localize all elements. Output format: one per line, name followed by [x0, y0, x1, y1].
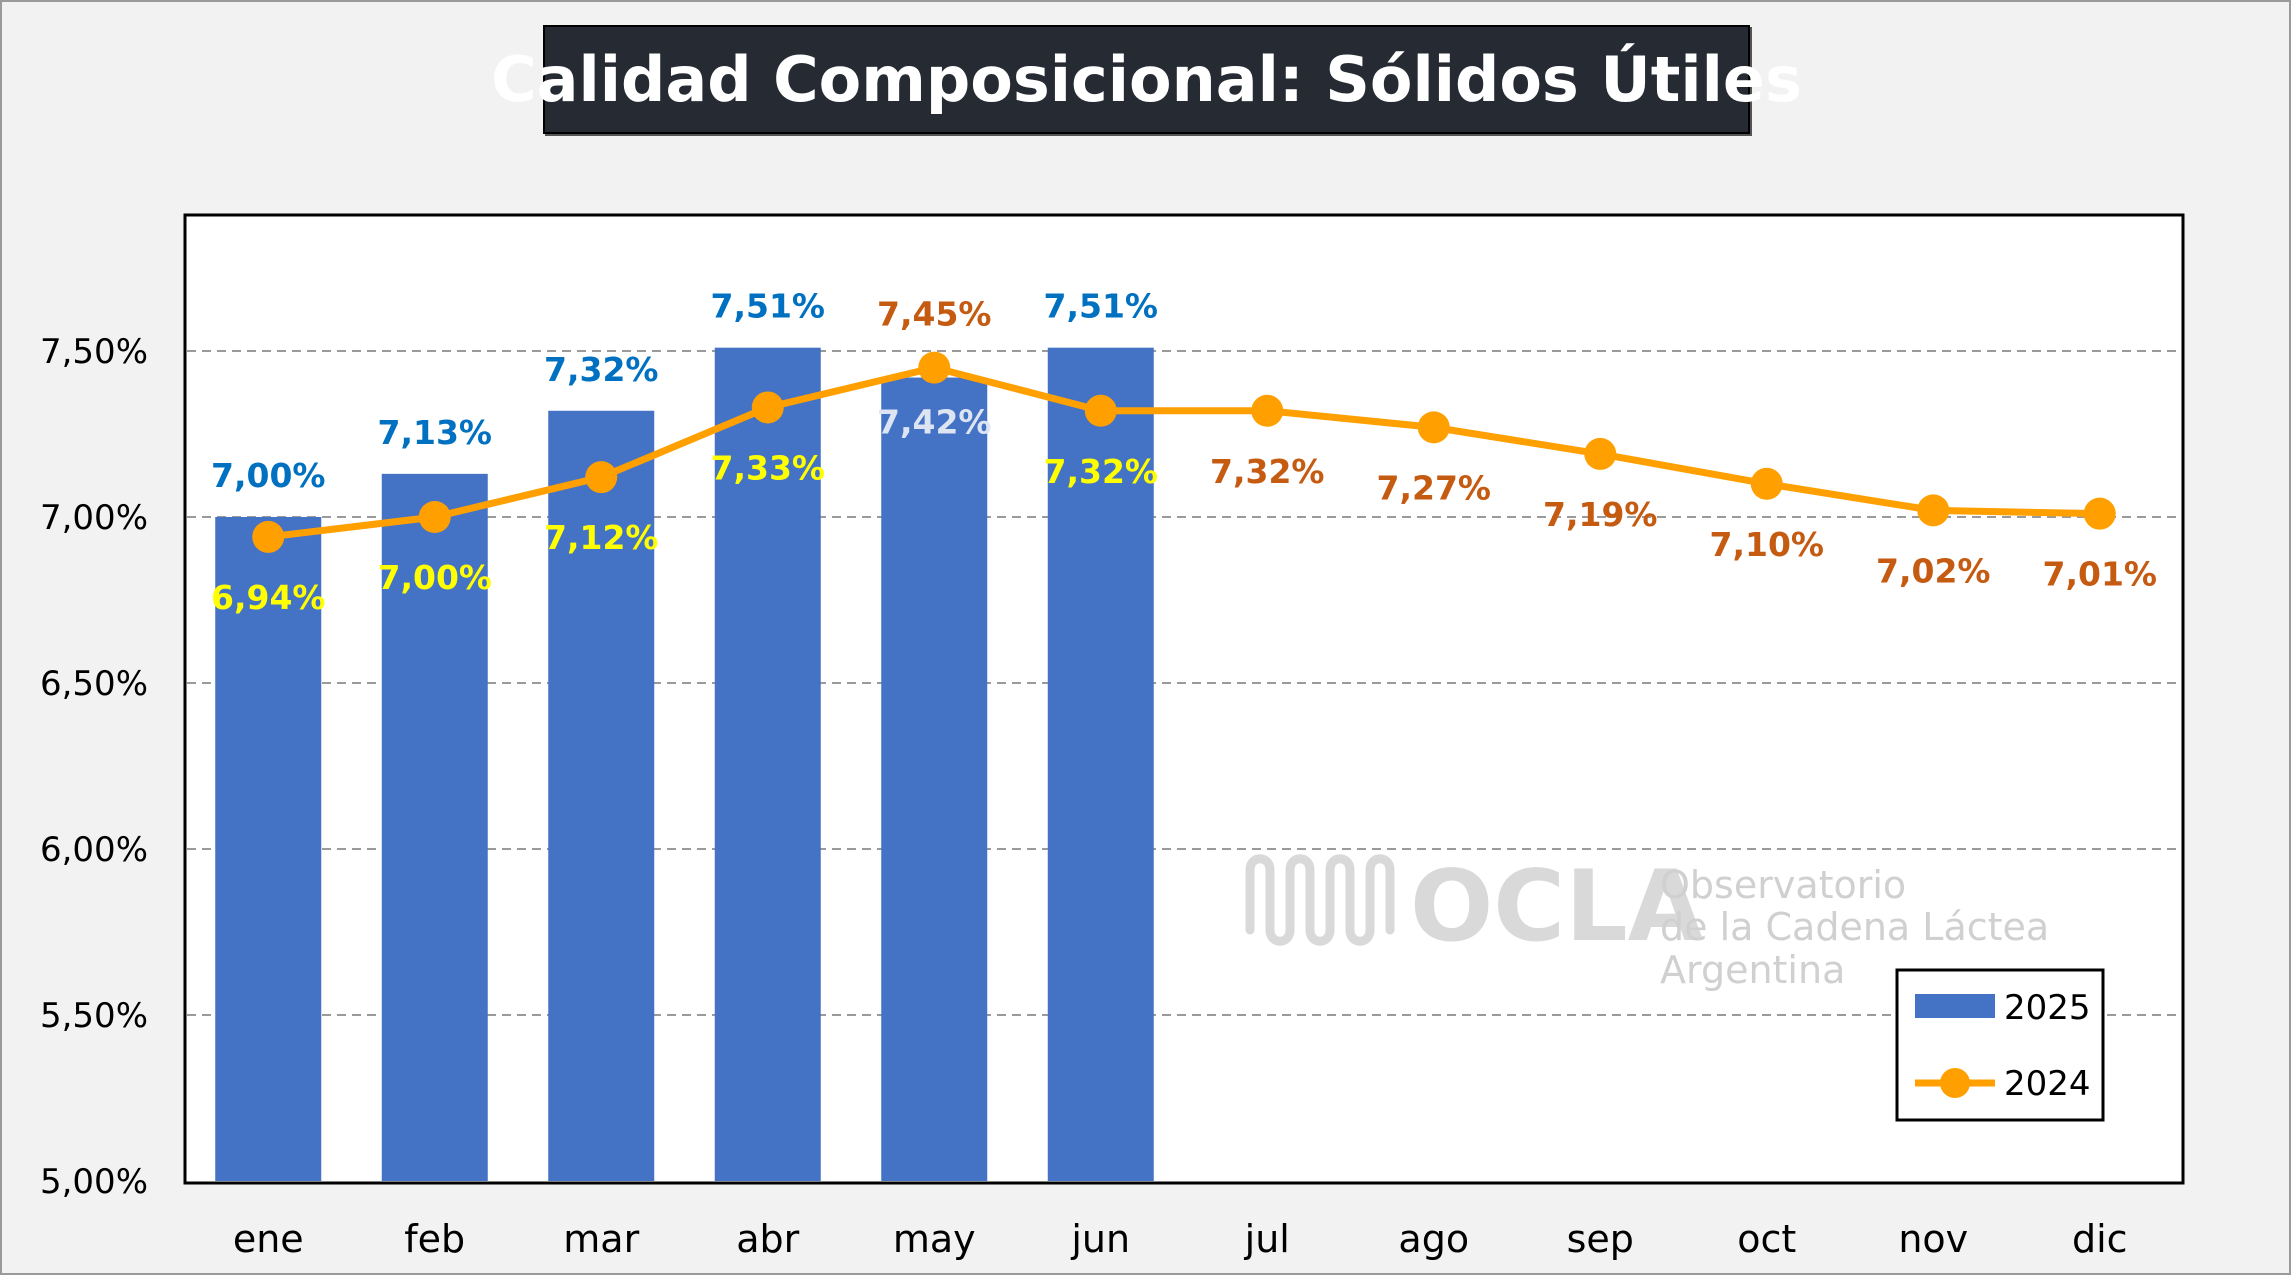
data-label-2024: 7,27%	[1377, 468, 1492, 507]
x-tick-label: abr	[736, 1217, 799, 1261]
x-tick-label: oct	[1737, 1217, 1796, 1261]
legend-marker-2024	[1940, 1068, 1970, 1098]
point-2024	[252, 521, 284, 553]
watermark-line3: Argentina	[1660, 948, 1845, 992]
point-2024	[1917, 494, 1949, 526]
point-2024	[752, 391, 784, 423]
data-label-2024: 7,19%	[1543, 495, 1658, 534]
data-label-2024: 7,12%	[544, 518, 659, 557]
data-label-2024: 7,01%	[2043, 555, 2158, 594]
x-tick-label: sep	[1567, 1217, 1634, 1261]
legend-label-2024: 2024	[2004, 1064, 2091, 1104]
data-label-2024: 7,00%	[378, 558, 493, 597]
x-tick-label: feb	[404, 1217, 465, 1261]
data-label-2024: 7,02%	[1876, 551, 1991, 590]
point-2024	[918, 352, 950, 384]
x-tick-label: ago	[1398, 1217, 1469, 1261]
data-label-2024: 6,94%	[211, 578, 326, 617]
data-label-2025: 7,00%	[211, 456, 326, 495]
data-label-2025: 7,51%	[711, 287, 826, 326]
data-label-2024: 7,33%	[711, 448, 826, 487]
legend: 2025 2024	[1897, 970, 2103, 1120]
x-tick-label: mar	[563, 1217, 639, 1261]
y-tick-label: 5,00%	[40, 1162, 148, 1202]
y-tick-label: 6,50%	[40, 664, 148, 704]
watermark-line2: de la Cadena Láctea	[1660, 905, 2049, 949]
y-axis: 5,00% 5,50% 6,00% 6,50% 7,00% 7,50%	[40, 332, 148, 1202]
x-tick-label: dic	[2072, 1217, 2128, 1261]
point-2024	[1418, 411, 1450, 443]
data-label-2024: 7,32%	[1210, 452, 1325, 491]
point-2024	[419, 501, 451, 533]
point-2024	[2084, 498, 2116, 530]
y-tick-label: 6,00%	[40, 830, 148, 870]
point-2024	[1584, 438, 1616, 470]
point-2024	[1751, 468, 1783, 500]
point-2024	[1251, 395, 1283, 427]
watermark-line1: Observatorio	[1660, 863, 1906, 907]
data-label-2025: 7,13%	[378, 413, 493, 452]
data-label-2024: 7,10%	[1710, 525, 1825, 564]
bar-2025	[881, 378, 987, 1181]
x-tick-label: jun	[1070, 1217, 1130, 1261]
data-label-2025: 7,42%	[877, 403, 992, 442]
y-tick-label: 7,00%	[40, 498, 148, 538]
legend-swatch-2025	[1915, 994, 1995, 1018]
data-label-2025: 7,51%	[1044, 287, 1159, 326]
x-tick-label: ene	[233, 1217, 304, 1261]
y-tick-label: 5,50%	[40, 996, 148, 1036]
point-2024	[1085, 395, 1117, 427]
x-tick-label: jul	[1244, 1217, 1290, 1261]
legend-label-2025: 2025	[2004, 988, 2091, 1028]
x-axis: ene feb mar abr may jun jul ago sep oct nov dic	[233, 1217, 2128, 1261]
y-tick-label: 7,50%	[40, 332, 148, 372]
x-tick-label: nov	[1898, 1217, 1968, 1261]
data-label-2025: 7,32%	[544, 350, 659, 389]
point-2024	[585, 461, 617, 493]
data-label-2024: 7,45%	[877, 295, 992, 334]
x-tick-label: may	[893, 1217, 976, 1261]
data-label-2024: 7,32%	[1044, 452, 1159, 491]
